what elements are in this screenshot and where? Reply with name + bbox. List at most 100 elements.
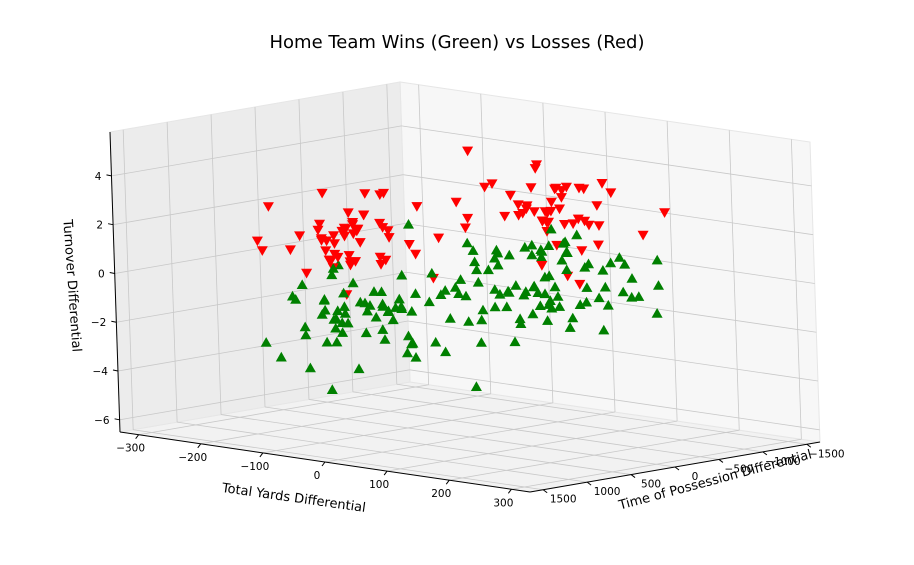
win-point (396, 269, 408, 280)
y-gridline (166, 122, 178, 423)
loss-point (321, 236, 333, 247)
win-point (260, 337, 272, 347)
loss-point (352, 224, 364, 235)
loss-point (479, 182, 491, 193)
loss-point (294, 231, 306, 242)
loss-point (313, 219, 326, 230)
win-point (326, 384, 338, 395)
loss-point (499, 211, 511, 222)
z-tick-label: −6 (94, 415, 110, 427)
win-point (379, 334, 391, 344)
win-point (467, 245, 479, 255)
win-point (299, 321, 311, 332)
win-point (440, 346, 452, 357)
win-point (532, 287, 544, 298)
x-gridline (666, 121, 678, 422)
win-point (453, 288, 465, 299)
loss-point (578, 184, 590, 195)
win-point (613, 252, 625, 262)
loss-point (336, 226, 348, 237)
chart-title: Home Team Wins (Green) vs Losses (Red) (269, 32, 644, 53)
loss-point (347, 218, 359, 228)
z-tick (111, 320, 117, 323)
win-point (598, 324, 610, 335)
x-tick (259, 452, 264, 458)
loss-point (512, 200, 524, 211)
win-point (543, 240, 555, 250)
win-point (368, 286, 380, 296)
win-point (528, 280, 540, 291)
loss-point (450, 197, 462, 208)
win-point (527, 308, 539, 319)
win-point (439, 285, 451, 295)
x-tick (383, 470, 388, 476)
win-point (617, 286, 629, 297)
win-point (455, 274, 467, 284)
win-point (370, 311, 382, 322)
x-gridline (418, 84, 430, 385)
win-point (561, 264, 573, 275)
loss-point (553, 204, 566, 215)
win-point (526, 249, 538, 260)
y-gridline (210, 114, 222, 415)
y-tick (762, 451, 768, 456)
win-point (492, 259, 504, 270)
loss-point (605, 188, 617, 199)
win-point (406, 305, 418, 316)
loss-point (256, 246, 268, 256)
win-point (535, 244, 547, 254)
win-point (423, 296, 435, 307)
loss-point (459, 223, 471, 234)
loss-point (659, 208, 671, 218)
y-tick-label: 1500 (550, 494, 577, 506)
loss-point (536, 260, 548, 271)
win-point (571, 229, 583, 240)
win-point (387, 314, 399, 325)
win-point (402, 330, 415, 341)
z-gridline (406, 271, 817, 333)
y-gridline (396, 383, 807, 445)
y-tick (718, 459, 724, 463)
win-point (539, 271, 551, 282)
loss-point (328, 231, 340, 242)
y-gridline (177, 421, 588, 483)
x-tick-label: −200 (178, 452, 207, 464)
win-point (449, 281, 461, 292)
win-point (393, 293, 405, 304)
win-point (605, 257, 617, 268)
y-tick (674, 466, 680, 471)
loss-point (316, 188, 328, 199)
win-point (377, 324, 389, 334)
win-point (275, 351, 287, 362)
win-point (557, 237, 569, 248)
win-point (509, 336, 521, 347)
x-tick (197, 443, 202, 449)
loss-point (572, 214, 584, 225)
z-tick-label: 0 (98, 268, 105, 280)
x-gridline (480, 93, 492, 394)
loss-point (403, 240, 415, 250)
z-tick-label: −2 (91, 317, 106, 329)
loss-point (574, 279, 586, 290)
y-gridline (254, 106, 266, 408)
loss-point (536, 217, 548, 227)
loss-point (377, 188, 390, 199)
win-point (501, 301, 513, 312)
loss-point (301, 268, 313, 279)
win-point (471, 264, 483, 275)
win-point (396, 303, 408, 314)
loss-point (567, 219, 579, 230)
win-point (321, 336, 333, 347)
win-point (515, 318, 527, 329)
win-point (461, 237, 473, 248)
win-point (326, 269, 338, 280)
y-axis-line (529, 441, 821, 493)
x-tick (445, 479, 450, 485)
win-point (409, 288, 422, 298)
x-tick (135, 434, 140, 440)
axis-lines (106, 131, 821, 494)
win-point (482, 264, 494, 275)
win-point (360, 327, 372, 338)
loss-point (593, 221, 605, 231)
win-point (518, 289, 530, 300)
